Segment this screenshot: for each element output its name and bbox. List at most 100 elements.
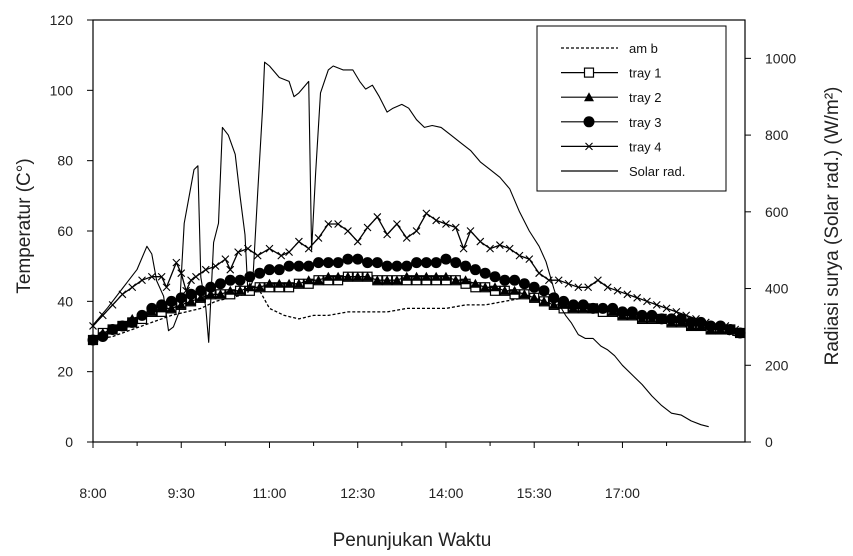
data-point [480,282,491,292]
data-point [221,255,230,264]
data-point [273,264,285,276]
y-tick-label: 40 [57,293,73,309]
data-point [558,295,570,307]
data-point [265,244,274,253]
data-point [548,299,559,309]
series-line [92,290,741,341]
data-point [692,315,700,323]
series-line [92,61,709,428]
data-point [672,307,681,316]
data-point [470,278,481,288]
data-point [264,278,275,288]
data-point [489,271,501,283]
data-point [353,237,362,246]
legend-swatch-marker [583,116,595,128]
x-tick-label: 14:00 [428,485,463,501]
data-point [215,289,226,299]
legend-label: am b [629,41,658,56]
data-point [362,257,374,269]
data-point [293,260,305,272]
data-point [393,220,401,228]
data-point [721,322,730,330]
data-point [584,283,593,292]
data-point [283,260,295,272]
data-point [342,253,354,265]
data-point [313,275,324,285]
data-point [564,279,573,288]
x-tick-label: 12:30 [340,485,375,501]
data-point [314,234,323,242]
data-point [665,313,677,325]
data-point [284,278,295,288]
data-point [538,285,550,297]
data-point [333,271,344,281]
x-tick-label: 11:00 [252,485,286,501]
data-point [469,264,481,276]
y2-tick-label: 400 [765,281,789,297]
data-point [422,209,431,218]
data-point [381,260,393,272]
data-point [459,244,468,253]
data-point [254,282,265,292]
data-point [293,278,304,288]
data-point [89,322,97,330]
data-point [185,288,197,300]
data-point [146,302,158,314]
y-tick-label: 80 [57,153,73,169]
legend-item: tray 3 [561,115,662,130]
data-point [182,286,191,295]
data-point [402,234,411,242]
data-point [285,248,293,256]
legend: am b tray 1 tray 2 tray 3 tray 4 Solar rad. [536,25,727,192]
data-point [646,309,658,321]
data-point [518,278,530,290]
data-point [574,283,583,292]
data-point [633,293,642,302]
legend-item: tray 2 [561,90,662,105]
data-point [613,286,622,295]
y-axis-left: 0 20 40 60 80 100 120 [50,12,93,450]
data-point [373,213,382,221]
y-tick-label: 0 [65,434,73,450]
legend-swatch-marker [585,142,593,151]
data-point [126,316,138,328]
data-point [499,285,510,295]
data-point [98,311,107,320]
data-point [391,275,402,285]
series-layer [87,61,746,428]
y-tick-label: 60 [57,223,73,239]
legend-item: tray 1 [561,66,662,81]
data-point [577,299,589,311]
data-point [505,244,514,253]
series-am-b [92,290,741,341]
data-point [587,302,599,314]
data-point [594,276,602,285]
data-point [603,283,612,292]
y2-tick-label: 800 [765,127,789,143]
data-point [731,325,740,334]
data-point [440,253,452,265]
legend-swatch-marker [583,67,595,78]
legend-box [536,25,727,192]
data-point [176,299,187,309]
y-tick-label: 100 [50,82,74,98]
legend-item: Solar rad. [561,164,685,179]
data-point [548,292,560,304]
data-point [226,265,235,274]
data-point [147,272,156,281]
data-point [626,306,638,318]
data-point [383,230,392,239]
data-point [277,251,286,260]
data-point [711,322,720,330]
y2-tick-label: 1000 [765,50,796,66]
data-point [274,278,285,288]
data-point [421,271,432,281]
data-point [295,237,303,246]
data-point [162,283,171,292]
data-point [324,220,333,228]
data-point [87,334,99,346]
data-point [97,331,109,342]
y2-tick-label: 0 [765,434,773,450]
data-point [495,241,504,249]
data-point [186,296,197,306]
